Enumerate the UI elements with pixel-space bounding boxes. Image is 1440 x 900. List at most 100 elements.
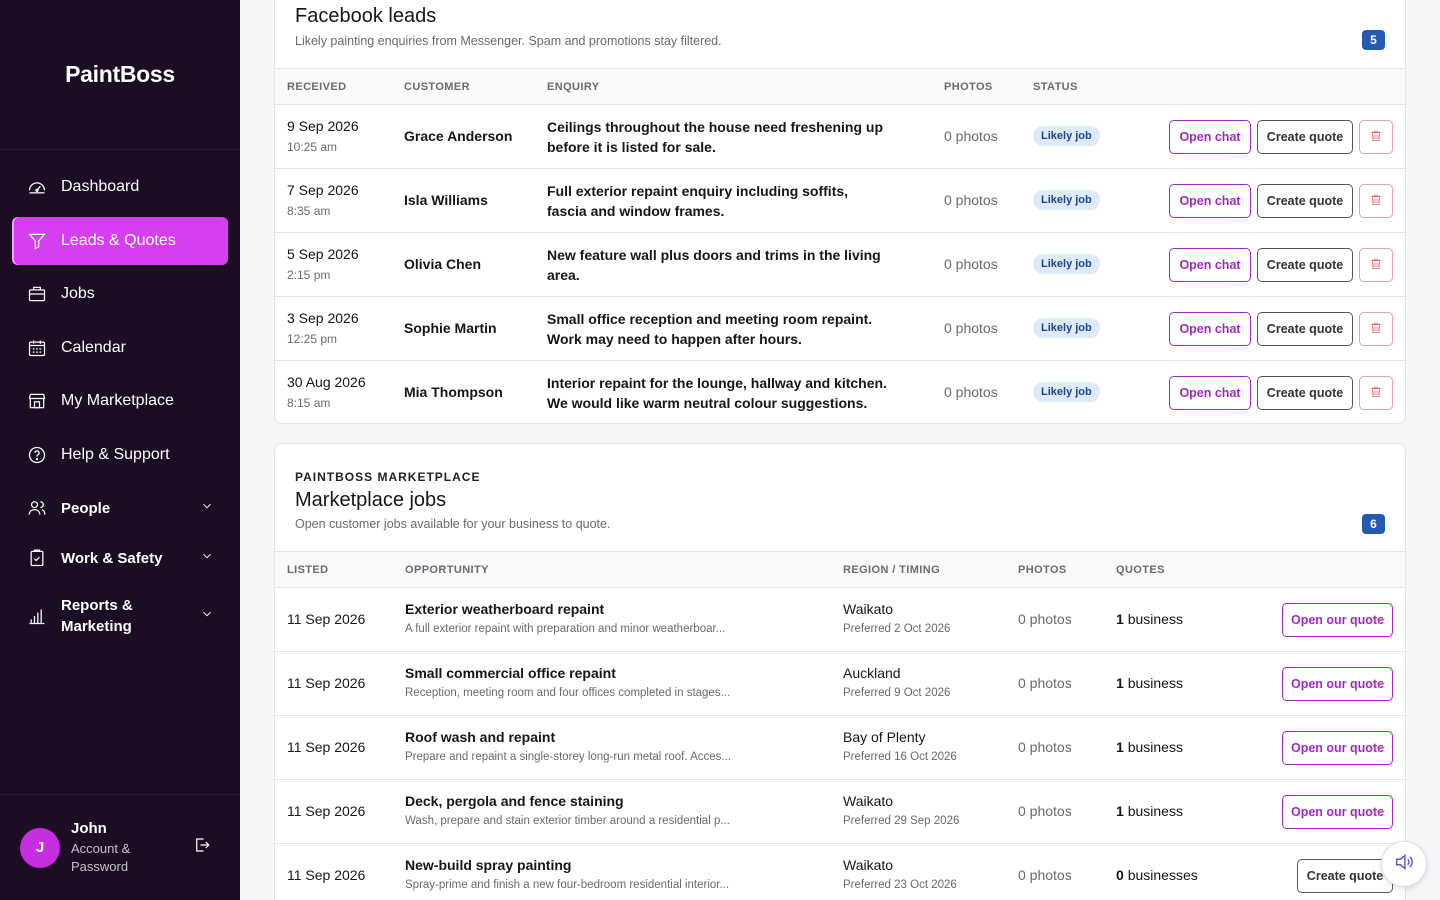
create-quote-button[interactable]: Create quote	[1297, 859, 1393, 893]
sidebar-item-dashboard[interactable]: Dashboard	[12, 163, 228, 211]
quotes-count: 0 businesses	[1116, 867, 1198, 883]
listed-date: 11 Sep 2026	[287, 611, 366, 627]
opportunity-title[interactable]: Small commercial office repaint	[405, 665, 616, 681]
status-cell: Likely job	[1033, 190, 1100, 210]
received-cell: 3 Sep 2026 12:25 pm	[287, 310, 359, 346]
customer-name: Grace Anderson	[404, 128, 513, 144]
user-account[interactable]: J John Account & Password	[0, 794, 240, 900]
logout-icon[interactable]	[193, 836, 217, 859]
user-subtitle[interactable]: Account & Password	[71, 840, 131, 874]
sidebar-item-help-support[interactable]: Help & Support	[12, 431, 228, 479]
enquiry-text: New feature wall plus doors and trims in…	[547, 247, 881, 283]
delete-button[interactable]	[1359, 376, 1393, 410]
sidebar: PaintBoss Dashboard Leads & Quotes Jobs …	[0, 0, 240, 900]
opportunity-title[interactable]: Roof wash and repaint	[405, 729, 556, 745]
sidebar-item-jobs[interactable]: Jobs	[12, 270, 228, 318]
preferred-date: Preferred 9 Oct 2026	[843, 687, 951, 699]
region-timing-cell: Waikato Preferred 29 Sep 2026	[843, 793, 959, 827]
sidebar-group-label: Work & Safety	[61, 549, 163, 567]
photos-count: 0 photos	[1018, 803, 1072, 819]
status-cell: Likely job	[1033, 126, 1100, 146]
status-cell: Likely job	[1033, 318, 1100, 338]
status-cell: Likely job	[1033, 254, 1100, 274]
received-date: 3 Sep 2026	[287, 310, 359, 326]
opportunity-description: Wash, prepare and stain exterior timber …	[405, 815, 730, 827]
trash-icon	[1369, 257, 1383, 274]
quote-number: 0	[1116, 867, 1124, 883]
status-badge: Likely job	[1033, 126, 1100, 146]
sidebar-item-label: My Marketplace	[61, 392, 174, 409]
received-time: 8:35 am	[287, 204, 331, 218]
open-chat-button[interactable]: Open chat	[1169, 184, 1251, 218]
open-chat-button[interactable]: Open chat	[1169, 120, 1251, 154]
col-customer: CUSTOMER	[404, 80, 470, 93]
listed-date: 11 Sep 2026	[287, 867, 366, 883]
create-quote-button[interactable]: Create quote	[1257, 376, 1353, 410]
opportunity-title[interactable]: Exterior weatherboard repaint	[405, 601, 605, 617]
table-row: 11 Sep 2026 Exterior weatherboard repain…	[275, 588, 1405, 652]
quote-unit: business	[1127, 739, 1183, 755]
quote-unit: businesses	[1127, 867, 1198, 883]
photos-count: 0 photos	[944, 320, 998, 336]
sidebar-item-leads-quotes[interactable]: Leads & Quotes	[12, 216, 228, 265]
col-received: RECEIVED	[287, 80, 347, 93]
received-cell: 9 Sep 2026 10:25 am	[287, 118, 359, 154]
sidebar-item-my-marketplace[interactable]: My Marketplace	[12, 377, 228, 425]
facebook-leads-card: Facebook leads Likely painting enquiries…	[274, 0, 1406, 424]
preferred-date: Preferred 23 Oct 2026	[843, 879, 957, 891]
sidebar-item-calendar[interactable]: Calendar	[12, 324, 228, 372]
opportunity-title[interactable]: Deck, pergola and fence staining	[405, 793, 624, 809]
open-chat-button[interactable]: Open chat	[1169, 312, 1251, 346]
opportunity-description: Spray-prime and finish a new four-bedroo…	[405, 879, 730, 891]
open-chat-button[interactable]: Open chat	[1169, 248, 1251, 282]
col-quotes: QUOTES	[1116, 563, 1165, 576]
briefcase-icon	[26, 283, 48, 305]
col-photos: PHOTOS	[944, 80, 993, 93]
col-region-timing: REGION / TIMING	[843, 563, 941, 576]
chevron-down-icon	[200, 549, 214, 567]
table-row: 11 Sep 2026 Deck, pergola and fence stai…	[275, 780, 1405, 844]
delete-button[interactable]	[1359, 312, 1393, 346]
delete-button[interactable]	[1359, 120, 1393, 154]
sidebar-group-work-safety[interactable]: Work & Safety	[12, 532, 228, 584]
create-quote-button[interactable]: Create quote	[1257, 312, 1353, 346]
trash-icon	[1369, 193, 1383, 210]
table-row: 3 Sep 2026 12:25 pm Sophie Martin Small …	[275, 297, 1405, 361]
enquiry-text: Ceilings throughout the house need fresh…	[547, 119, 883, 155]
delete-button[interactable]	[1359, 184, 1393, 218]
app-logo[interactable]: PaintBoss	[0, 0, 240, 150]
quote-number: 1	[1116, 675, 1124, 691]
region: Auckland	[843, 665, 901, 681]
facebook-leads-rows: 9 Sep 2026 10:25 am Grace Anderson Ceili…	[275, 105, 1405, 423]
region-timing-cell: Bay of Plenty Preferred 16 Oct 2026	[843, 729, 957, 763]
sidebar-group-people[interactable]: People	[12, 484, 228, 532]
sidebar-group-reports-marketing[interactable]: Reports & Marketing	[12, 584, 228, 648]
open-our-quote-button[interactable]: Open our quote	[1282, 667, 1393, 701]
col-status: STATUS	[1033, 80, 1078, 93]
user-name: John	[71, 819, 107, 837]
delete-button[interactable]	[1359, 248, 1393, 282]
card-header: Facebook leads Likely painting enquiries…	[275, 0, 1405, 69]
table-row: 9 Sep 2026 10:25 am Grace Anderson Ceili…	[275, 105, 1405, 169]
create-quote-button[interactable]: Create quote	[1257, 184, 1353, 218]
open-chat-button[interactable]: Open chat	[1169, 376, 1251, 410]
sound-assistant-button[interactable]	[1381, 841, 1427, 887]
received-cell: 30 Aug 2026 8:15 am	[287, 374, 366, 410]
create-quote-button[interactable]: Create quote	[1257, 120, 1353, 154]
open-our-quote-button[interactable]: Open our quote	[1282, 603, 1393, 637]
table-row: 11 Sep 2026 Small commercial office repa…	[275, 652, 1405, 716]
opportunity-title[interactable]: New-build spray painting	[405, 857, 572, 873]
count-badge: 5	[1362, 30, 1385, 50]
enquiry-text: Small office reception and meeting room …	[547, 311, 873, 347]
open-our-quote-button[interactable]: Open our quote	[1282, 731, 1393, 765]
received-time: 10:25 am	[287, 140, 338, 154]
region: Bay of Plenty	[843, 729, 926, 745]
status-badge: Likely job	[1033, 318, 1100, 338]
create-quote-button[interactable]: Create quote	[1257, 248, 1353, 282]
region: Waikato	[843, 601, 894, 617]
table-header: RECEIVED CUSTOMER ENQUIRY PHOTOS STATUS	[275, 69, 1405, 105]
card-title: Facebook leads	[295, 5, 437, 27]
sidebar-item-label: Help & Support	[61, 445, 170, 463]
open-our-quote-button[interactable]: Open our quote	[1282, 795, 1393, 829]
received-time: 2:15 pm	[287, 268, 331, 282]
